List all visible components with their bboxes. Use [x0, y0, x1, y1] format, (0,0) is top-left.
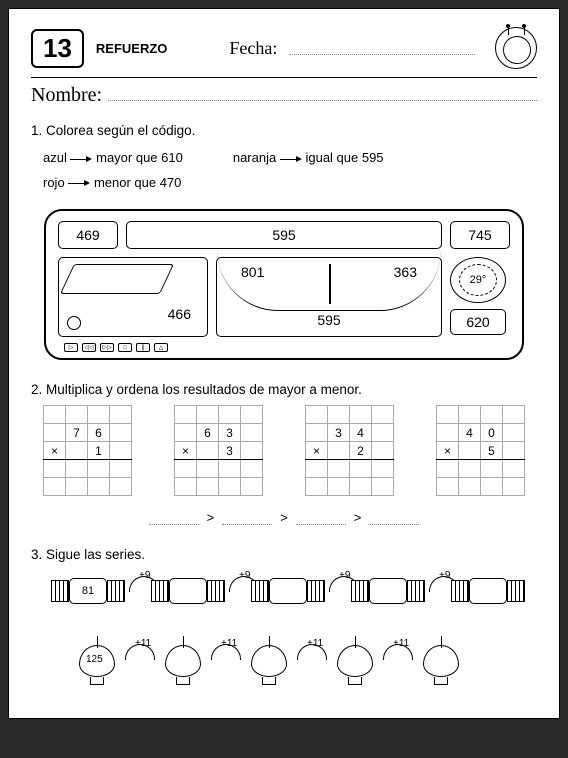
task2-title: 2. Multiplica y ordena los resultados de… — [31, 382, 537, 397]
compare-row[interactable]: >>> — [31, 510, 537, 525]
nombre-row: Nombre: — [31, 77, 537, 107]
task3-title: 3. Sigue las series. — [31, 547, 537, 562]
code-naranja: naranja — [233, 150, 276, 165]
nombre-line[interactable] — [108, 87, 537, 101]
radio-controls: ▷◁◁▷▷□||△ — [58, 343, 510, 352]
cassette-panel: 466 — [58, 257, 208, 337]
grid-2[interactable]: 63×3 — [174, 405, 263, 496]
fecha-label: Fecha: — [229, 38, 277, 59]
header: 13 REFUERZO Fecha: — [31, 27, 537, 69]
dial-29: 29° — [450, 257, 506, 303]
code-rojo: rojo — [43, 175, 65, 190]
nombre-label: Nombre: — [31, 84, 102, 107]
tuner-panel: 801 363 595 — [216, 257, 442, 337]
dish-125: 125 — [79, 645, 115, 685]
grid-3[interactable]: 34×2 — [305, 405, 394, 496]
refuerzo-label: REFUERZO — [96, 41, 168, 56]
color-codes: azul mayor que 610 naranja igual que 595… — [43, 146, 537, 195]
worksheet-page: 13 REFUERZO Fecha: Nombre: 1. Colorea se… — [8, 8, 560, 719]
grid-4[interactable]: 40×5 — [436, 405, 525, 496]
unit-number: 13 — [31, 29, 84, 68]
panel-745: 745 — [450, 221, 510, 249]
panel-595-top: 595 — [126, 221, 442, 249]
series-diagram: 81 +9 +9 +9 +9 125 +11 +11 +11 +11 — [39, 570, 529, 700]
multiplication-grids: 76×1 63×3 34×2 40×5 — [43, 405, 525, 496]
panel-469: 469 — [58, 221, 118, 249]
code-azul: azul — [43, 150, 67, 165]
task1-title: 1. Colorea según el código. — [31, 123, 537, 138]
panel-620: 620 — [450, 309, 506, 335]
avatar-icon — [495, 27, 537, 69]
radio-drawing: 469 595 745 466 801 363 595 29° 620 ▷◁◁▷… — [44, 209, 524, 360]
grid-1[interactable]: 76×1 — [43, 405, 132, 496]
sat-81: 81 — [69, 578, 107, 604]
fecha-line[interactable] — [289, 41, 475, 55]
